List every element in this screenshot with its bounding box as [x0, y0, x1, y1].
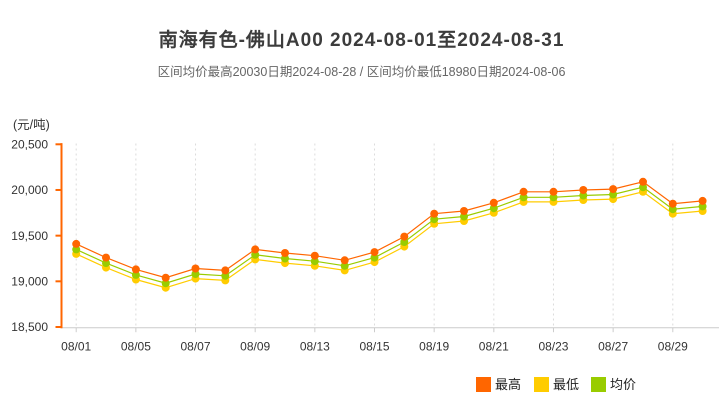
point-avg-08/29[interactable]: [668, 205, 677, 214]
x-tick-label: 08/27: [598, 340, 628, 354]
point-avg-08/13[interactable]: [310, 257, 319, 266]
legend-label-high: 最高: [495, 376, 522, 392]
point-high-08/05[interactable]: [131, 265, 140, 274]
x-tick-label: 08/07: [181, 340, 211, 354]
y-tick-label: 19,500: [11, 229, 48, 243]
x-tick-label: 08/13: [300, 340, 330, 354]
x-tick-label: 08/05: [121, 340, 151, 354]
y-tick-label: 20,000: [11, 183, 48, 197]
point-high-08/01[interactable]: [72, 239, 81, 248]
y-tick-label: 20,500: [11, 138, 48, 152]
point-high-08/08[interactable]: [221, 266, 230, 275]
point-avg-08/23[interactable]: [549, 193, 558, 202]
point-high-08/19[interactable]: [430, 209, 439, 218]
chart-subtitle: 区间均价最高20030日期2024-08-28 / 区间均价最低18980日期2…: [157, 65, 566, 79]
point-avg-08/06[interactable]: [161, 279, 170, 288]
point-avg-08/14[interactable]: [340, 261, 349, 270]
legend-label-avg: 均价: [610, 376, 637, 392]
point-high-08/13[interactable]: [310, 251, 319, 260]
point-avg-08/01[interactable]: [72, 245, 81, 254]
point-avg-08/12[interactable]: [281, 254, 289, 263]
legend-item-low[interactable]: 最低: [534, 376, 579, 392]
point-high-08/16[interactable]: [400, 232, 409, 241]
x-tick-label: 08/23: [538, 340, 568, 354]
point-high-08/12[interactable]: [281, 249, 289, 257]
x-tick-label: 08/19: [419, 340, 449, 354]
point-avg-08/07[interactable]: [191, 270, 200, 278]
x-tick-label: 08/15: [359, 340, 389, 354]
legend-item-avg[interactable]: 均价: [591, 376, 636, 392]
series-line-avg: [75, 186, 703, 284]
x-tick-label: 08/09: [240, 340, 270, 354]
point-avg-08/26[interactable]: [579, 191, 588, 200]
point-high-08/23[interactable]: [549, 187, 558, 196]
gridlines: [75, 143, 674, 327]
x-tick-label: 08/29: [658, 340, 688, 354]
point-high-08/27[interactable]: [609, 185, 618, 194]
point-avg-08/15[interactable]: [370, 253, 379, 262]
y-tick-label: 19,000: [11, 275, 48, 289]
x-tick-label: 08/01: [61, 340, 91, 354]
point-high-08/26[interactable]: [579, 186, 588, 194]
point-high-08/22[interactable]: [519, 187, 528, 196]
point-avg-08/05[interactable]: [131, 270, 140, 279]
series: [72, 177, 707, 292]
point-avg-08/30[interactable]: [698, 202, 707, 211]
y-axis-unit-label: (元/吨): [13, 118, 50, 132]
series-line-high: [75, 181, 703, 279]
point-high-08/28[interactable]: [639, 177, 647, 186]
point-high-08/14[interactable]: [340, 256, 349, 265]
point-high-08/07[interactable]: [191, 264, 200, 273]
legend-label-low: 最低: [553, 376, 580, 392]
point-avg-08/22[interactable]: [519, 193, 528, 202]
chart-title: 南海有色-佛山A00 2024-08-01至2024-08-31: [158, 30, 565, 51]
legend-swatch-low: [534, 376, 549, 392]
x-tick-label: 08/21: [479, 340, 509, 354]
point-avg-08/20[interactable]: [460, 212, 468, 221]
point-high-08/02[interactable]: [102, 253, 110, 262]
point-avg-08/19[interactable]: [430, 215, 439, 224]
point-avg-08/02[interactable]: [102, 259, 110, 268]
axis-labels: 08/01 08/05 08/07 08/09 08/13 08/15 08/19 08/21…: [11, 138, 688, 354]
y-tick-label: 18,500: [11, 320, 48, 334]
legend-item-high[interactable]: 最高: [476, 376, 521, 392]
point-high-08/09[interactable]: [251, 245, 260, 254]
chart-legend: 最高 最低 均价: [0, 376, 723, 392]
legend-swatch-high: [476, 376, 491, 392]
point-high-08/20[interactable]: [460, 207, 468, 215]
point-high-08/21[interactable]: [489, 198, 498, 207]
series-line-low: [75, 191, 703, 289]
point-high-08/30[interactable]: [698, 196, 707, 205]
legend-swatch-avg: [591, 376, 606, 392]
point-high-08/29[interactable]: [668, 199, 677, 208]
point-high-08/15[interactable]: [370, 248, 379, 257]
point-high-08/06[interactable]: [161, 273, 170, 282]
axes: [55, 143, 719, 333]
